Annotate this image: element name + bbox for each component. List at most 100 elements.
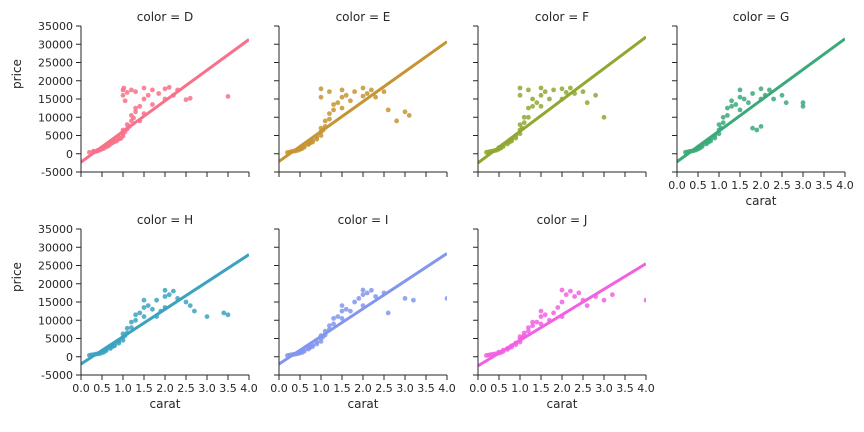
data-point (538, 92, 544, 98)
data-point (547, 96, 552, 102)
data-point (411, 297, 416, 303)
data-point (538, 103, 544, 109)
data-point (521, 120, 527, 126)
data-point (729, 98, 734, 104)
data-point (530, 96, 535, 102)
y-tick-label: -5000 (41, 166, 73, 179)
data-point (187, 95, 193, 101)
x-tick-label: 1.0 (710, 179, 728, 192)
data-point (187, 303, 193, 308)
panel-E: color = E (274, 10, 448, 177)
data-point (559, 86, 565, 92)
data-point (183, 97, 189, 103)
data-point (156, 91, 162, 96)
data-point (225, 312, 231, 318)
panel-F: color = F (473, 10, 647, 177)
data-point (517, 92, 523, 98)
data-point (360, 85, 366, 91)
data-point (737, 87, 743, 93)
y-tick-label: 25000 (38, 260, 73, 273)
data-point (610, 292, 615, 298)
data-point (343, 92, 349, 98)
data-point (526, 87, 531, 93)
x-tick-label: 0.5 (93, 382, 111, 395)
data-point (767, 87, 772, 93)
regression-line (81, 253, 249, 366)
x-tick-label: 3.0 (595, 382, 613, 395)
x-tick-label: 0.0 (469, 382, 487, 395)
data-point (551, 310, 556, 316)
x-tick-label: 1.5 (135, 382, 153, 395)
data-point (124, 325, 130, 331)
x-tick-label: 3.0 (794, 179, 812, 192)
x-tick-label: 2.0 (752, 179, 770, 192)
x-tick-label: 0.0 (668, 179, 686, 192)
data-point (517, 85, 523, 91)
data-point (360, 93, 366, 99)
data-point (327, 323, 332, 329)
y-tick-label: 30000 (38, 38, 73, 51)
data-point (137, 310, 143, 316)
data-point (335, 100, 341, 106)
data-point (162, 287, 168, 293)
data-point (133, 312, 139, 318)
regression-line (478, 262, 646, 368)
data-point (394, 118, 399, 124)
x-tick-label: 0.0 (270, 382, 288, 395)
x-tick-label: 1.5 (532, 382, 550, 395)
data-point (593, 92, 598, 98)
panel-J: color = J 0.0 0.5 1.0 1.5 2.0 2.5 3.0 3.5 4.0 cara… (469, 213, 655, 411)
y-tick-label: 30000 (38, 241, 73, 254)
data-point (800, 103, 806, 109)
data-point (331, 102, 336, 107)
data-point (601, 114, 607, 120)
plot-area (677, 37, 845, 163)
data-point (385, 310, 391, 316)
data-point (563, 90, 569, 95)
data-point (131, 115, 136, 121)
data-point (221, 310, 227, 316)
x-tick-label: 3.0 (198, 382, 216, 395)
data-point (335, 314, 341, 319)
x-tick-label: 2.0 (354, 382, 372, 395)
data-point (800, 100, 806, 106)
panel-H: color = H 0.0 0.5 1.0 1.5 2.0 2.5 3.0 3.5 4.0 cara… (10, 213, 258, 411)
data-point (133, 89, 139, 95)
data-point (166, 84, 172, 90)
x-tick-label: 4.0 (637, 382, 655, 395)
data-point (572, 294, 577, 299)
panel-title: color = J (537, 213, 588, 227)
data-point (150, 102, 155, 107)
data-point (122, 98, 128, 104)
data-point (542, 89, 548, 95)
regression-line (677, 37, 845, 163)
data-point (733, 102, 739, 107)
data-point (517, 122, 523, 127)
data-point (737, 94, 743, 100)
x-tick-label: 0.0 (72, 382, 90, 395)
y-tick-label: 35000 (38, 223, 73, 236)
data-point (534, 100, 540, 106)
y-tick-label: 5000 (45, 130, 73, 143)
data-point (720, 120, 726, 126)
data-point (322, 118, 328, 124)
x-tick-label: 1.5 (333, 382, 351, 395)
x-tick-label: 4.0 (836, 179, 854, 192)
y-axis-label: price (10, 262, 24, 292)
data-point (538, 314, 544, 319)
x-tick-label: 2.5 (375, 382, 393, 395)
data-point (360, 287, 366, 293)
y-tick-label: 0 (66, 148, 73, 161)
x-tick-label: 0.5 (490, 382, 508, 395)
data-point (538, 308, 544, 314)
data-point (154, 297, 160, 303)
data-point (568, 85, 573, 91)
x-tick-label: 4.0 (438, 382, 456, 395)
x-tick-label: 2.5 (177, 382, 195, 395)
data-point (339, 316, 345, 321)
y-tick-label: 10000 (38, 111, 73, 124)
data-point (530, 319, 535, 325)
y-axis-label: price (10, 59, 24, 89)
data-point (526, 114, 531, 120)
